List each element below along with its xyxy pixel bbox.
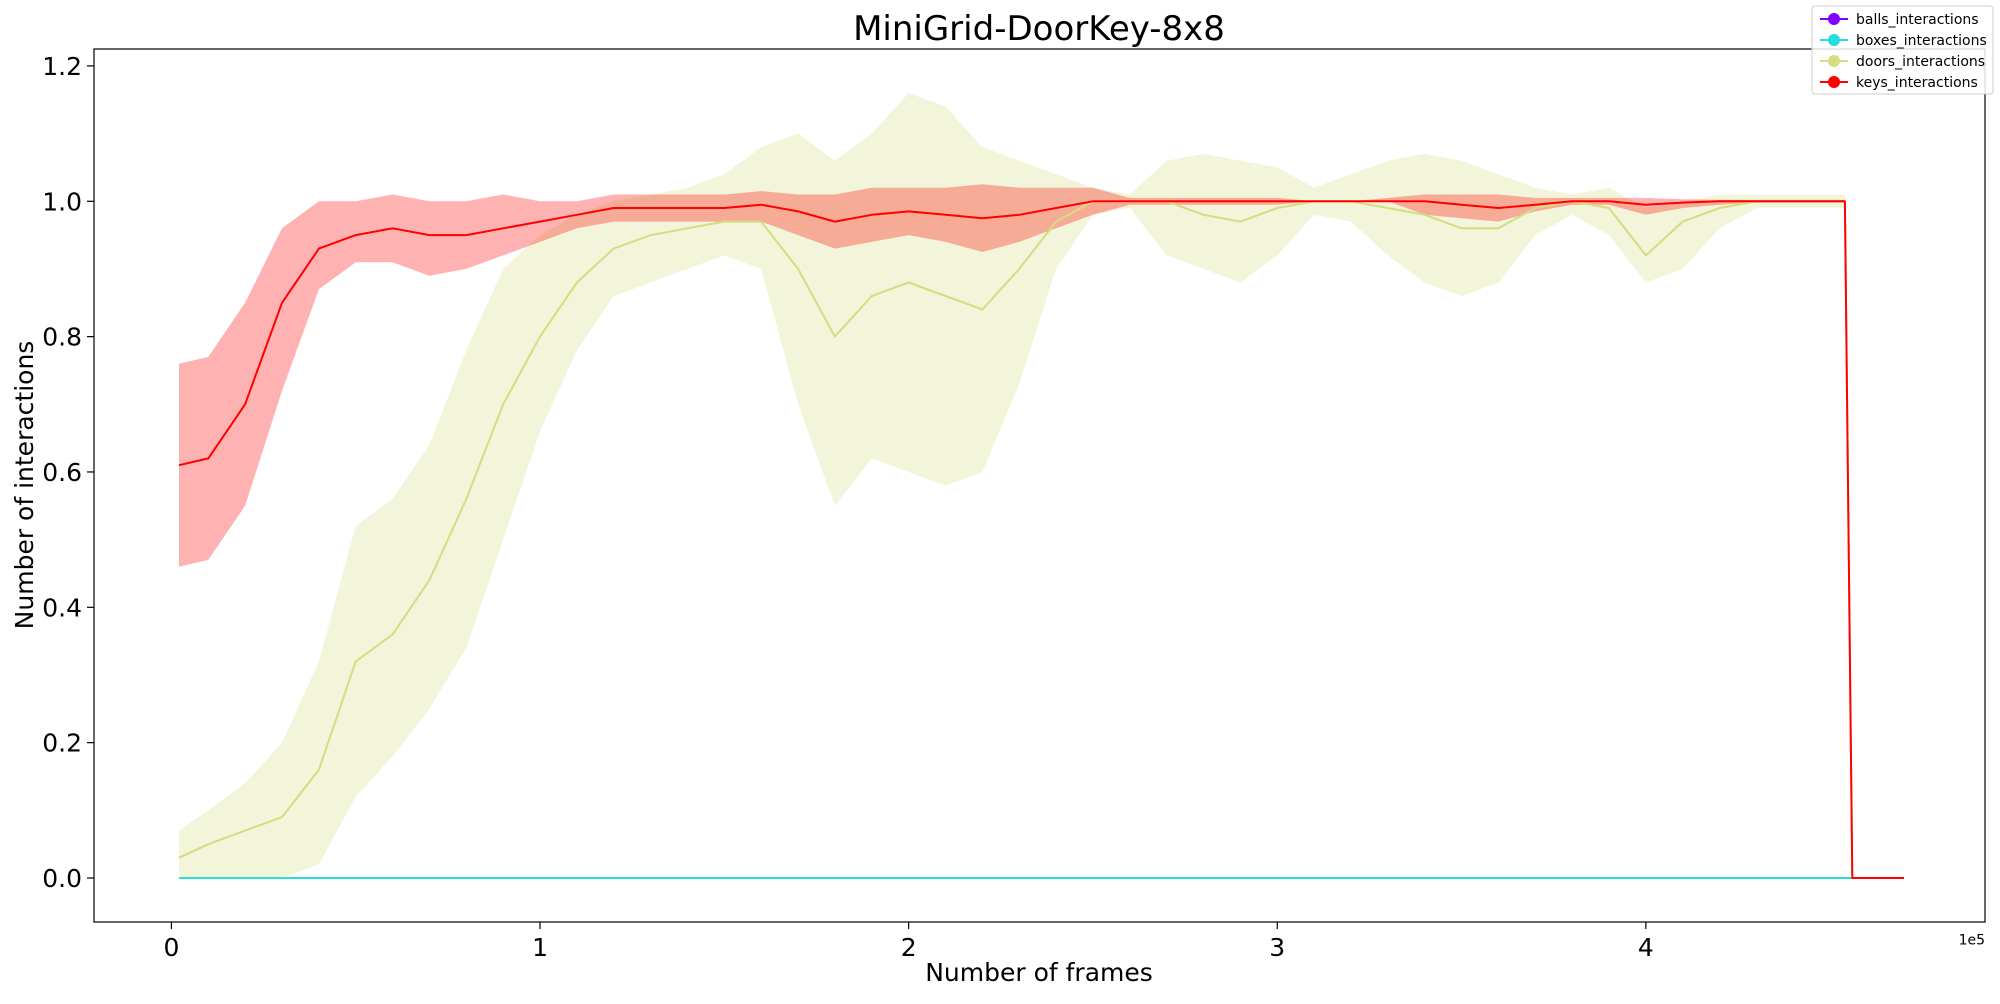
confidence-bands: [179, 93, 1904, 879]
legend-item-balls_interactions: balls_interactions: [1820, 12, 1979, 28]
y-tick-label: 0.8: [42, 323, 82, 352]
x-axis: 0 1 2 3 4: [163, 922, 1654, 962]
legend-label: boxes_interactions: [1856, 33, 1987, 49]
y-tick-label: 1.2: [42, 52, 82, 81]
x-tick-label: 3: [1269, 933, 1285, 962]
legend-swatch-marker: [1828, 13, 1840, 25]
legend-item-keys_interactions: keys_interactions: [1820, 75, 1978, 91]
x-tick-label: 4: [1638, 933, 1654, 962]
band-keys_interactions: [179, 184, 1904, 879]
x-axis-offset-label: 1e5: [1959, 933, 1985, 949]
legend-swatch-marker: [1828, 34, 1840, 46]
legend: balls_interactions boxes_interactionsdoor…: [1811, 5, 1994, 95]
x-tick-label: 1: [532, 933, 548, 962]
legend-item-boxes_interactions: boxes_interactions: [1820, 33, 1987, 49]
series-lines: [178, 200, 1904, 879]
y-tick-label: 0.6: [42, 458, 82, 487]
line-doors_interactions: [178, 200, 1904, 879]
y-axis: 0.0 0.2 0.4 0.6 0.8 1.0 1.2: [42, 52, 94, 893]
legend-label: keys_interactions: [1856, 75, 1978, 91]
x-tick-label: 2: [901, 933, 917, 962]
legend-swatch-marker: [1828, 76, 1840, 88]
y-tick-label: 0.2: [42, 729, 82, 758]
x-axis-label: Number of frames: [925, 958, 1153, 987]
legend-swatch-marker: [1828, 55, 1840, 67]
y-axis-label: Number of interactions: [10, 341, 39, 630]
legend-label: doors_interactions: [1856, 54, 1985, 70]
y-tick-label: 1.0: [42, 187, 82, 216]
legend-item-doors_interactions: doors_interactions: [1820, 54, 1985, 70]
x-tick-label: 0: [163, 933, 179, 962]
y-tick-label: 0.4: [42, 593, 82, 622]
line-keys_interactions: [178, 200, 1904, 879]
legend-label: balls_interactions: [1856, 12, 1979, 28]
legend-frame: [1811, 5, 1994, 95]
chart-title: MiniGrid-DoorKey-8x8: [853, 9, 1225, 49]
y-tick-label: 0.0: [42, 864, 82, 893]
plot-area-frame: [93, 48, 1986, 923]
band-doors_interactions: [179, 93, 1904, 878]
